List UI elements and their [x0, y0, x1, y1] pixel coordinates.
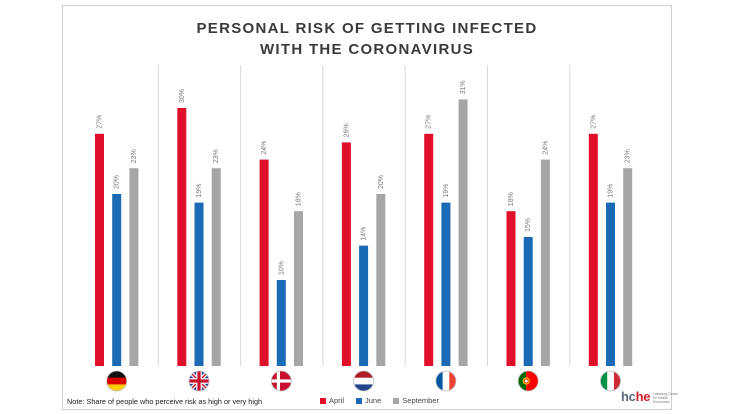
bar-denmark-june — [276, 280, 286, 366]
legend-item-september: September — [393, 396, 439, 405]
bar-italy-april — [588, 133, 598, 366]
value-label-germany-june: 20% — [114, 175, 121, 189]
value-label-denmark-june: 10% — [278, 261, 285, 275]
flag-germany-icon — [106, 370, 128, 392]
flag-italy-icon — [600, 370, 621, 392]
bar-portugal-june — [523, 237, 533, 366]
legend-label-april: April — [329, 396, 345, 405]
value-label-portugal-june: 15% — [525, 218, 532, 232]
bar-france-april — [424, 133, 434, 366]
legend: April June September — [320, 396, 439, 405]
value-label-italy-june: 19% — [608, 184, 615, 198]
value-label-netherlands-june: 14% — [361, 227, 368, 241]
value-label-france-june: 19% — [443, 184, 450, 198]
bar-netherlands-june — [359, 245, 369, 366]
value-label-united-kingdom-april: 30% — [179, 89, 186, 103]
value-label-united-kingdom-june: 19% — [196, 184, 203, 198]
legend-label-june: June — [365, 396, 382, 405]
value-label-netherlands-april: 26% — [343, 123, 350, 137]
bar-italy-september — [623, 168, 633, 366]
chart-title-line-2: WITH THE CORONAVIRUS — [259, 41, 475, 58]
value-label-germany-september: 23% — [131, 149, 138, 163]
value-label-france-april: 27% — [426, 115, 433, 129]
flag-portugal-icon — [517, 370, 539, 392]
bar-united-kingdom-june — [194, 202, 204, 366]
bar-germany-june — [112, 194, 122, 366]
chart-title: PERSONAL RISK OF GETTING INFECTED WITH T… — [62, 18, 672, 60]
bar-denmark-april — [259, 159, 269, 366]
bar-portugal-september — [540, 159, 550, 366]
hche-logo: hche Hamburg Center for Health Economics — [621, 390, 679, 405]
flag-netherlands-icon — [353, 370, 375, 392]
value-label-germany-april: 27% — [97, 115, 104, 129]
value-label-denmark-april: 24% — [261, 141, 268, 155]
value-labels: 27% 20% 23% 30% 19% 23% 24% 10% 18% 26% 14% 20% 27% 1… — [97, 80, 632, 275]
logo-mark: hche — [621, 390, 650, 404]
value-label-netherlands-september: 20% — [378, 175, 385, 189]
country-flags — [106, 370, 621, 392]
bars — [95, 99, 633, 367]
bar-netherlands-april — [341, 142, 351, 366]
value-label-portugal-april: 18% — [508, 192, 515, 206]
value-label-italy-september: 23% — [625, 149, 632, 163]
chart-note: Note: Share of people who perceive risk … — [67, 397, 263, 406]
bar-germany-september — [129, 168, 139, 366]
logo-mark-prefix: hc — [621, 389, 636, 404]
legend-item-june: June — [356, 396, 381, 405]
value-label-united-kingdom-september: 23% — [213, 149, 220, 163]
bar-portugal-april — [506, 211, 516, 366]
logo-mark-accent: he — [635, 389, 651, 404]
bar-united-kingdom-april — [177, 108, 187, 366]
flag-denmark-icon — [270, 370, 292, 392]
legend-swatch-september — [393, 397, 400, 404]
flag-united-kingdom-icon — [188, 370, 210, 392]
bar-united-kingdom-september — [211, 168, 221, 366]
value-label-denmark-september: 18% — [296, 192, 303, 206]
bar-italy-june — [606, 202, 615, 366]
legend-swatch-april — [320, 397, 326, 404]
flag-france-icon — [435, 370, 457, 392]
value-label-italy-april: 27% — [590, 115, 597, 129]
bar-france-september — [458, 99, 468, 367]
legend-item-april: April — [320, 396, 344, 405]
legend-label-september: September — [402, 396, 439, 405]
group-dividers — [157, 65, 571, 366]
legend-swatch-june — [356, 397, 363, 404]
bar-germany-april — [95, 133, 104, 366]
value-label-portugal-september: 24% — [542, 141, 549, 155]
value-label-france-september: 31% — [460, 80, 467, 94]
bar-france-june — [441, 202, 451, 366]
chart-title-line-1: PERSONAL RISK OF GETTING INFECTED — [196, 20, 538, 37]
bar-netherlands-september — [376, 194, 386, 366]
bar-denmark-september — [294, 211, 303, 366]
logo-tagline: Hamburg Center for Health Economics — [653, 392, 679, 405]
